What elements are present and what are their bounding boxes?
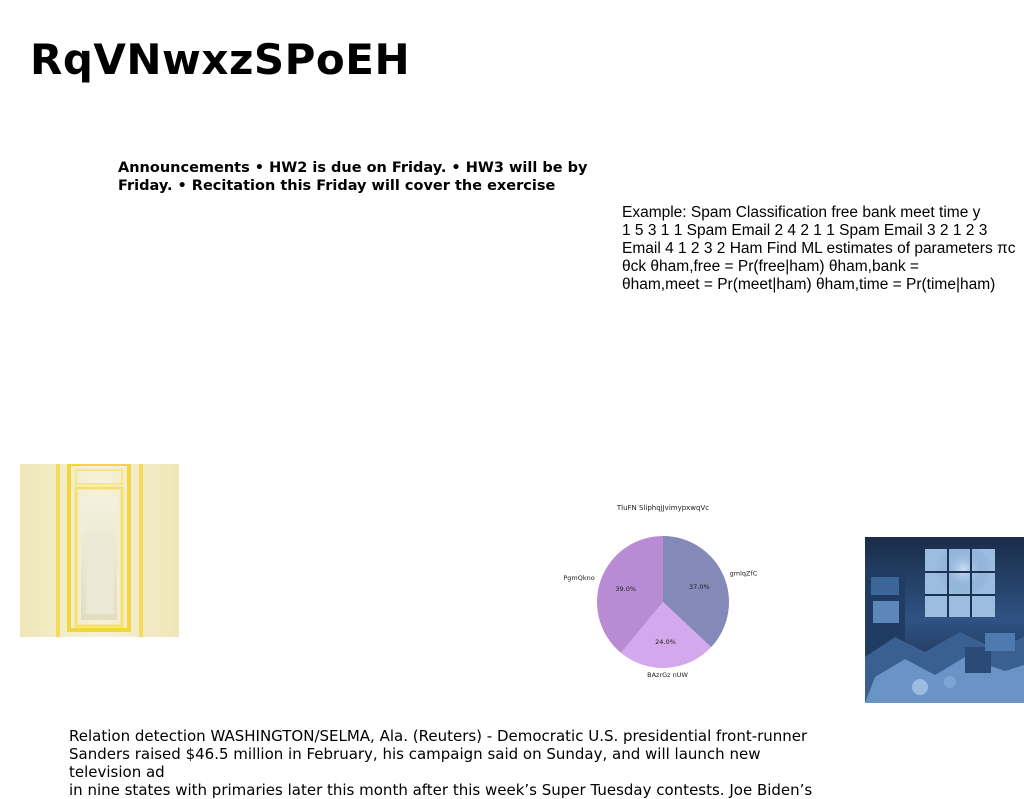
pie-slice (597, 536, 663, 653)
pie-category-label: BAzrGz nUW (647, 671, 688, 679)
spam-classification-example: Example: Spam Classification free bank m… (622, 204, 1016, 293)
pie-slice (620, 602, 712, 668)
chart-title: TluFN SliphqjJvimypxwqVc (616, 504, 709, 512)
announcements-text: Announcements • HW2 is due on Friday. • … (118, 160, 588, 194)
abandoned-room-image (865, 537, 1024, 703)
pie-value-label: 39.0% (615, 585, 636, 593)
pie-value-label: 24.0% (655, 638, 676, 646)
pie-category-label: gmlqZfC (730, 570, 758, 578)
pie-slice (663, 536, 729, 648)
pie-value-label: 37.0% (689, 583, 710, 591)
page-title: RqVNwxzSPoEH (30, 35, 411, 84)
pie-category-label: PgmQkno (563, 574, 594, 582)
pie-chart: TluFN SliphqjJvimypxwqVc 37.0% gmlqZfC 24.0… (555, 496, 775, 698)
framed-panel-image (20, 464, 179, 637)
news-article-text: Relation detection WASHINGTON/SELMA, Ala… (69, 727, 813, 799)
